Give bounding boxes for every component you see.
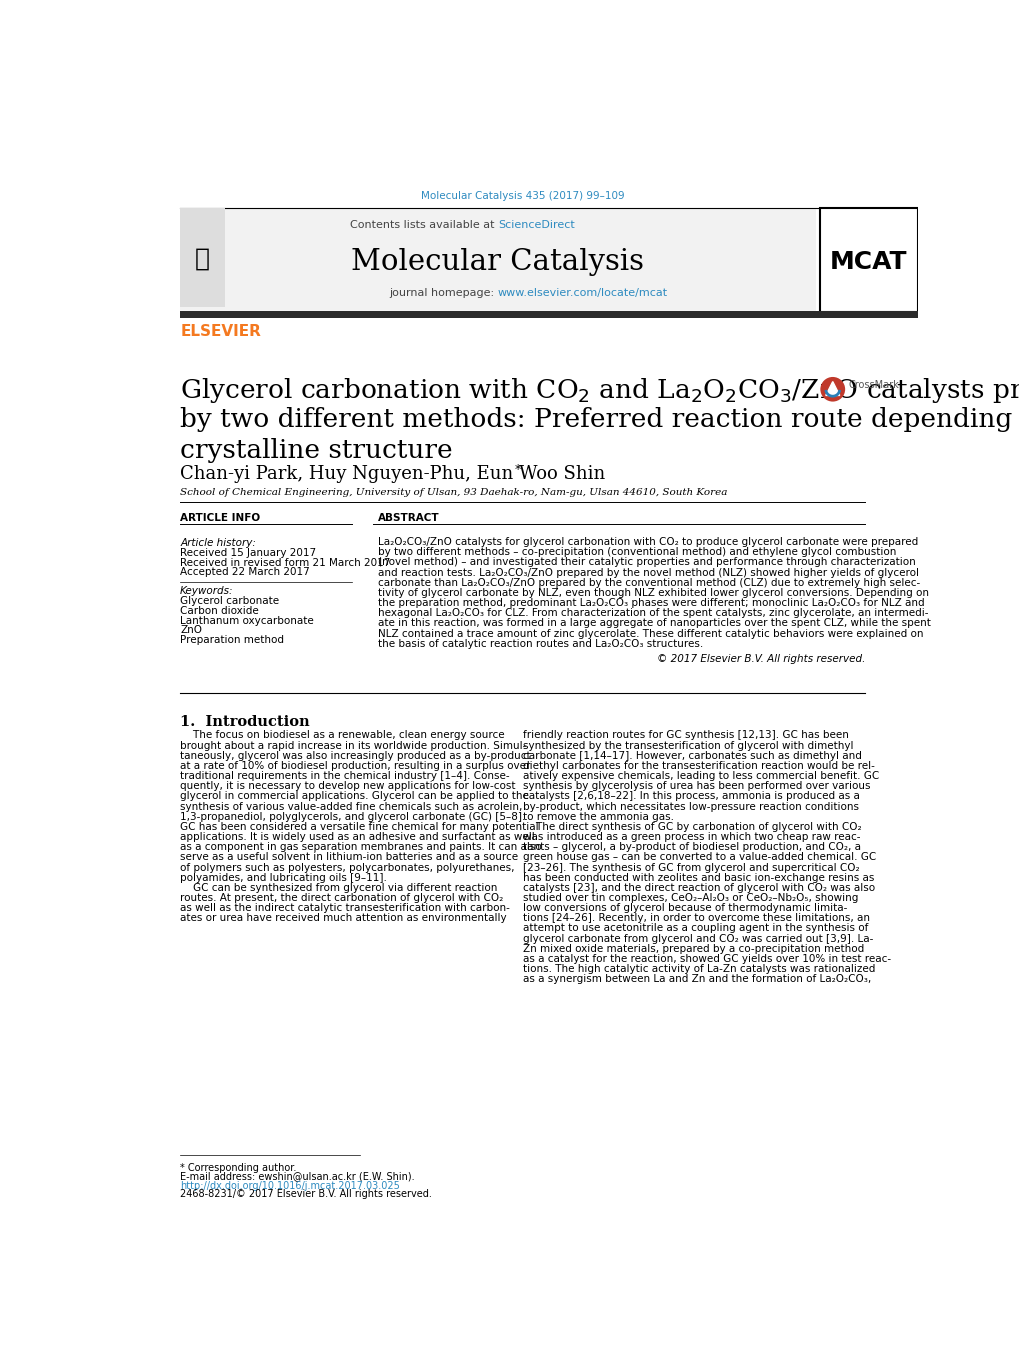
Text: Lanthanum oxycarbonate: Lanthanum oxycarbonate xyxy=(180,616,314,626)
Text: glycerol in commercial applications. Glycerol can be applied to the: glycerol in commercial applications. Gly… xyxy=(180,792,529,801)
Text: catalysts [2,6,18–22]. In this process, ammonia is produced as a: catalysts [2,6,18–22]. In this process, … xyxy=(522,792,859,801)
Text: Glycerol carbonate: Glycerol carbonate xyxy=(180,596,279,607)
Text: Article history:: Article history: xyxy=(180,538,256,549)
Text: quently, it is necessary to develop new applications for low-cost: quently, it is necessary to develop new … xyxy=(180,781,516,792)
Text: brought about a rapid increase in its worldwide production. Simul-: brought about a rapid increase in its wo… xyxy=(180,740,526,751)
Text: © 2017 Elsevier B.V. All rights reserved.: © 2017 Elsevier B.V. All rights reserved… xyxy=(656,654,864,663)
Text: La₂O₂CO₃/ZnO catalysts for glycerol carbonation with CO₂ to produce glycerol car: La₂O₂CO₃/ZnO catalysts for glycerol carb… xyxy=(377,538,917,547)
Text: The focus on biodiesel as a renewable, clean energy source: The focus on biodiesel as a renewable, c… xyxy=(180,731,504,740)
Text: MCAT: MCAT xyxy=(828,250,906,274)
Text: synthesis by glycerolysis of urea has been performed over various: synthesis by glycerolysis of urea has be… xyxy=(522,781,869,792)
Text: carbonate than La₂O₂CO₃/ZnO prepared by the conventional method (CLZ) due to ext: carbonate than La₂O₂CO₃/ZnO prepared by … xyxy=(377,578,919,588)
Text: NLZ contained a trace amount of zinc glycerolate. These different catalytic beha: NLZ contained a trace amount of zinc gly… xyxy=(377,628,922,639)
Text: at a rate of 10% of biodiesel production, resulting in a surplus over: at a rate of 10% of biodiesel production… xyxy=(180,761,530,771)
Text: Received in revised form 21 March 2017: Received in revised form 21 March 2017 xyxy=(180,558,390,567)
Text: diethyl carbonates for the transesterification reaction would be rel-: diethyl carbonates for the transesterifi… xyxy=(522,761,873,771)
Text: tions. The high catalytic activity of La-Zn catalysts was rationalized: tions. The high catalytic activity of La… xyxy=(522,965,874,974)
Text: as well as the indirect catalytic transesterification with carbon-: as well as the indirect catalytic transe… xyxy=(180,904,510,913)
Text: Chan-yi Park, Huy Nguyen-Phu, Eun Woo Shin: Chan-yi Park, Huy Nguyen-Phu, Eun Woo Sh… xyxy=(180,465,605,482)
Text: as a component in gas separation membranes and paints. It can also: as a component in gas separation membran… xyxy=(180,842,541,852)
Text: Preparation method: Preparation method xyxy=(180,635,284,644)
Text: as a synergism between La and Zn and the formation of La₂O₂CO₃,: as a synergism between La and Zn and the… xyxy=(522,974,870,985)
Text: hexagonal La₂O₂CO₃ for CLZ. From characterization of the spent catalysts, zinc g: hexagonal La₂O₂CO₃ for CLZ. From charact… xyxy=(377,608,927,619)
Text: by two different methods: Preferred reaction route depending on: by two different methods: Preferred reac… xyxy=(180,407,1019,432)
Text: routes. At present, the direct carbonation of glycerol with CO₂: routes. At present, the direct carbonati… xyxy=(180,893,503,902)
Text: 🌲: 🌲 xyxy=(195,246,210,270)
Text: CrossMark: CrossMark xyxy=(848,380,898,389)
Text: of polymers such as polyesters, polycarbonates, polyurethanes,: of polymers such as polyesters, polycarb… xyxy=(180,862,515,873)
Text: applications. It is widely used as an adhesive and surfactant as well: applications. It is widely used as an ad… xyxy=(180,832,534,842)
Text: Molecular Catalysis 435 (2017) 99–109: Molecular Catalysis 435 (2017) 99–109 xyxy=(421,190,624,201)
Text: ates or urea have received much attention as environmentally: ates or urea have received much attentio… xyxy=(180,913,506,923)
Bar xyxy=(180,311,917,319)
Text: ELSEVIER: ELSEVIER xyxy=(180,324,261,339)
Text: 1.  Introduction: 1. Introduction xyxy=(180,715,310,730)
Text: friendly reaction routes for GC synthesis [12,13]. GC has been: friendly reaction routes for GC synthesi… xyxy=(522,731,848,740)
Text: ate in this reaction, was formed in a large aggregate of nanoparticles over the : ate in this reaction, was formed in a la… xyxy=(377,619,929,628)
Text: 2468-8231/© 2017 Elsevier B.V. All rights reserved.: 2468-8231/© 2017 Elsevier B.V. All right… xyxy=(180,1189,432,1200)
Text: the basis of catalytic reaction routes and La₂O₂CO₃ structures.: the basis of catalytic reaction routes a… xyxy=(377,639,702,648)
Text: [23–26]. The synthesis of GC from glycerol and supercritical CO₂: [23–26]. The synthesis of GC from glycer… xyxy=(522,862,859,873)
Bar xyxy=(180,208,225,307)
Text: * Corresponding author.: * Corresponding author. xyxy=(180,1163,297,1173)
Text: taneously, glycerol was also increasingly produced as a by-product: taneously, glycerol was also increasingl… xyxy=(180,751,530,761)
Text: Molecular Catalysis: Molecular Catalysis xyxy=(352,249,644,276)
Text: serve as a useful solvent in lithium-ion batteries and as a source: serve as a useful solvent in lithium-ion… xyxy=(180,852,518,862)
Text: tivity of glycerol carbonate by NLZ, even though NLZ exhibited lower glycerol co: tivity of glycerol carbonate by NLZ, eve… xyxy=(377,588,928,598)
Text: the preparation method, predominant La₂O₂CO₃ phases were different; monoclinic L: the preparation method, predominant La₂O… xyxy=(377,598,923,608)
Text: polyamides, and lubricating oils [9–11].: polyamides, and lubricating oils [9–11]. xyxy=(180,873,386,882)
Text: tions [24–26]. Recently, in order to overcome these limitations, an: tions [24–26]. Recently, in order to ove… xyxy=(522,913,869,923)
Bar xyxy=(819,208,917,312)
Text: by two different methods – co-precipitation (conventional method) and ethylene g: by two different methods – co-precipitat… xyxy=(377,547,896,557)
Text: attempt to use acetonitrile as a coupling agent in the synthesis of: attempt to use acetonitrile as a couplin… xyxy=(522,924,867,934)
Text: Glycerol carbonation with CO$_2$ and La$_2$O$_2$CO$_3$/ZnO catalysts prepared: Glycerol carbonation with CO$_2$ and La$… xyxy=(180,376,1019,405)
Text: *: * xyxy=(515,463,521,476)
Text: synthesis of various value-added fine chemicals such as acrolein,: synthesis of various value-added fine ch… xyxy=(180,801,522,812)
Text: synthesized by the transesterification of glycerol with dimethyl: synthesized by the transesterification o… xyxy=(522,740,853,751)
Text: by-product, which necessitates low-pressure reaction conditions: by-product, which necessitates low-press… xyxy=(522,801,858,812)
Text: as a catalyst for the reaction, showed GC yields over 10% in test reac-: as a catalyst for the reaction, showed G… xyxy=(522,954,890,965)
Text: ZnO: ZnO xyxy=(180,626,202,635)
Text: Accepted 22 March 2017: Accepted 22 March 2017 xyxy=(180,567,310,577)
Bar xyxy=(180,208,815,312)
Text: ABSTRACT: ABSTRACT xyxy=(377,513,439,523)
Text: E-mail address: ewshin@ulsan.ac.kr (E.W. Shin).: E-mail address: ewshin@ulsan.ac.kr (E.W.… xyxy=(180,1171,415,1182)
Text: traditional requirements in the chemical industry [1–4]. Conse-: traditional requirements in the chemical… xyxy=(180,771,510,781)
Text: Received 15 January 2017: Received 15 January 2017 xyxy=(180,549,316,558)
Text: The direct synthesis of GC by carbonation of glycerol with CO₂: The direct synthesis of GC by carbonatio… xyxy=(522,821,860,832)
Text: (novel method) – and investigated their catalytic properties and performance thr: (novel method) – and investigated their … xyxy=(377,558,915,567)
Text: Zn mixed oxide materials, prepared by a co-precipitation method: Zn mixed oxide materials, prepared by a … xyxy=(522,944,863,954)
Polygon shape xyxy=(825,381,839,396)
Text: studied over tin complexes, CeO₂–Al₂O₃ or CeO₂–Nb₂O₅, showing: studied over tin complexes, CeO₂–Al₂O₃ o… xyxy=(522,893,857,902)
Text: GC can be synthesized from glycerol via different reaction: GC can be synthesized from glycerol via … xyxy=(180,882,497,893)
Text: GC has been considered a versatile fine chemical for many potential: GC has been considered a versatile fine … xyxy=(180,821,538,832)
Text: http://dx.doi.org/10.1016/j.mcat.2017.03.025: http://dx.doi.org/10.1016/j.mcat.2017.03… xyxy=(180,1181,399,1190)
Text: School of Chemical Engineering, University of Ulsan, 93 Daehak-ro, Nam-gu, Ulsan: School of Chemical Engineering, Universi… xyxy=(180,488,727,497)
Text: Contents lists available at: Contents lists available at xyxy=(350,220,497,230)
Text: has been conducted with zeolites and basic ion-exchange resins as: has been conducted with zeolites and bas… xyxy=(522,873,873,882)
Text: carbonate [1,14–17]. However, carbonates such as dimethyl and: carbonate [1,14–17]. However, carbonates… xyxy=(522,751,861,761)
Text: catalysts [23], and the direct reaction of glycerol with CO₂ was also: catalysts [23], and the direct reaction … xyxy=(522,882,874,893)
Text: Carbon dioxide: Carbon dioxide xyxy=(180,607,259,616)
Text: atively expensive chemicals, leading to less commercial benefit. GC: atively expensive chemicals, leading to … xyxy=(522,771,878,781)
Text: journal homepage:: journal homepage: xyxy=(389,288,497,299)
Text: to remove the ammonia gas.: to remove the ammonia gas. xyxy=(522,812,674,821)
Text: low conversions of glycerol because of thermodynamic limita-: low conversions of glycerol because of t… xyxy=(522,904,847,913)
Text: crystalline structure: crystalline structure xyxy=(180,438,452,463)
Circle shape xyxy=(819,377,845,401)
Text: Keywords:: Keywords: xyxy=(180,586,233,596)
Text: 1,3-propanediol, polyglycerols, and glycerol carbonate (GC) [5–8].: 1,3-propanediol, polyglycerols, and glyc… xyxy=(180,812,525,821)
Text: and reaction tests. La₂O₂CO₃/ZnO prepared by the novel method (NLZ) showed highe: and reaction tests. La₂O₂CO₃/ZnO prepare… xyxy=(377,567,918,578)
Text: ARTICLE INFO: ARTICLE INFO xyxy=(180,513,260,523)
Text: green house gas – can be converted to a value-added chemical. GC: green house gas – can be converted to a … xyxy=(522,852,875,862)
Text: was introduced as a green process in which two cheap raw reac-: was introduced as a green process in whi… xyxy=(522,832,859,842)
Text: ScienceDirect: ScienceDirect xyxy=(497,220,574,230)
Text: tants – glycerol, a by-product of biodiesel production, and CO₂, a: tants – glycerol, a by-product of biodie… xyxy=(522,842,860,852)
Text: glycerol carbonate from glycerol and CO₂ was carried out [3,9]. La-: glycerol carbonate from glycerol and CO₂… xyxy=(522,934,872,943)
Text: www.elsevier.com/locate/mcat: www.elsevier.com/locate/mcat xyxy=(497,288,667,299)
